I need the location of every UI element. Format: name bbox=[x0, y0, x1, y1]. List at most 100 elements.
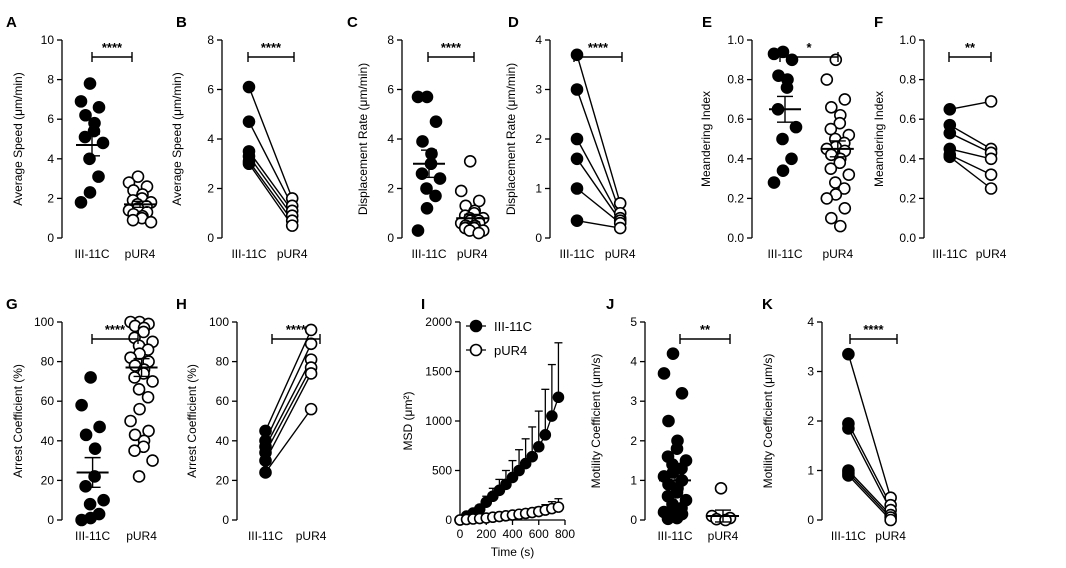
data-point bbox=[675, 386, 689, 400]
data-point-iii11c bbox=[242, 80, 256, 94]
data-point-pur4 bbox=[285, 219, 299, 232]
data-point bbox=[539, 429, 552, 441]
y-tick-label: 4 bbox=[47, 152, 54, 166]
y-tick-label: 80 bbox=[41, 355, 55, 369]
y-tick-label: 2 bbox=[535, 132, 542, 146]
pair-line bbox=[949, 156, 992, 190]
significance-label: **** bbox=[102, 40, 123, 55]
y-axis-label: Motility Coefficient (μm/s) bbox=[589, 354, 603, 489]
y-tick-label: 1.0 bbox=[899, 33, 916, 47]
data-point bbox=[829, 53, 843, 67]
panel-letter: D bbox=[508, 14, 519, 31]
y-axis-label: Arrest Coefficient (%) bbox=[11, 364, 25, 478]
data-point bbox=[833, 116, 847, 130]
group-III-11C bbox=[767, 45, 803, 189]
y-tick-label: 4 bbox=[807, 315, 814, 329]
group-III-11C bbox=[657, 347, 693, 526]
data-point bbox=[131, 170, 145, 183]
data-point bbox=[78, 130, 92, 144]
panel-letter: F bbox=[874, 14, 883, 31]
x-category-label: III-11C bbox=[248, 529, 283, 543]
y-tick-label: 0 bbox=[445, 513, 452, 527]
panel-letter: I bbox=[421, 296, 425, 313]
data-point bbox=[472, 226, 486, 240]
data-point bbox=[83, 77, 97, 90]
data-point bbox=[126, 213, 140, 227]
x-category-label: pUR4 bbox=[708, 529, 739, 543]
x-category-label: pUR4 bbox=[875, 529, 906, 543]
group-pUR4 bbox=[454, 154, 490, 240]
paired-data bbox=[842, 347, 897, 527]
pair-line bbox=[847, 423, 892, 506]
panel-k: K 0 1 2 3 4 Motility Coefficient (μm/s) III-11C… bbox=[761, 296, 906, 543]
x-category-label: pUR4 bbox=[605, 247, 636, 261]
data-point bbox=[519, 457, 532, 470]
y-tick-label: 0.0 bbox=[899, 231, 916, 245]
x-category-label: III-11C bbox=[231, 247, 266, 261]
data-point bbox=[837, 182, 851, 195]
panel-f: F 0.0 0.2 0.4 0.6 0.8 1.0 Meandering Index III-1… bbox=[872, 14, 1007, 261]
data-point bbox=[670, 442, 684, 456]
legend-marker bbox=[469, 343, 483, 357]
data-point bbox=[75, 398, 88, 412]
y-tick-label: 8 bbox=[387, 33, 394, 47]
data-point bbox=[767, 47, 781, 61]
x-tick-label: 0 bbox=[457, 527, 464, 541]
group-pUR4 bbox=[705, 482, 739, 527]
y-tick-label: 2 bbox=[630, 434, 637, 448]
data-point bbox=[666, 347, 680, 360]
data-point bbox=[416, 135, 429, 148]
x-category-label: III-11C bbox=[657, 529, 692, 543]
legend-marker bbox=[469, 319, 483, 333]
data-point-pur4 bbox=[304, 323, 318, 337]
data-point bbox=[132, 470, 146, 483]
paired-data bbox=[242, 80, 299, 232]
y-tick-label: 0 bbox=[47, 231, 54, 245]
pair-line bbox=[248, 160, 293, 222]
pair-line bbox=[264, 408, 312, 473]
y-tick-label: 2 bbox=[387, 182, 394, 196]
y-tick-label: 0.8 bbox=[899, 73, 916, 87]
data-point-pur4 bbox=[304, 402, 318, 416]
y-tick-label: 20 bbox=[41, 473, 55, 487]
y-tick-label: 3 bbox=[630, 394, 637, 408]
y-tick-label: 0.2 bbox=[899, 191, 916, 205]
x-category-label: pUR4 bbox=[125, 247, 156, 261]
data-point bbox=[97, 493, 110, 507]
panel-j: J 0 1 2 3 4 5 Motility Coefficient (μm/s) III-11… bbox=[589, 296, 739, 543]
y-tick-label: 6 bbox=[387, 83, 394, 97]
pair-line bbox=[847, 474, 892, 521]
y-tick-label: 4 bbox=[630, 355, 637, 369]
data-point-iii11c bbox=[570, 83, 584, 96]
paired-data bbox=[570, 48, 627, 235]
pair-line bbox=[576, 158, 621, 222]
data-point bbox=[546, 410, 558, 422]
y-tick-label: 0 bbox=[222, 513, 229, 527]
data-point bbox=[500, 478, 512, 491]
pair-line bbox=[264, 359, 312, 448]
pair-line bbox=[949, 148, 992, 160]
data-point-pur4 bbox=[984, 95, 998, 108]
panel-i: I 0 500 1000 1500 2000 MSD (μm²) 0 200 400 600 800 T… bbox=[401, 296, 575, 559]
data-point-iii11c bbox=[943, 150, 957, 164]
data-point-iii11c bbox=[842, 347, 855, 361]
pair-line bbox=[248, 86, 293, 199]
data-point bbox=[506, 471, 519, 484]
panel-h: H 0 20 40 60 80 100 Arrest Coefficient (%) III-1… bbox=[176, 296, 327, 543]
significance-label: **** bbox=[441, 40, 462, 55]
data-point-iii11c bbox=[242, 115, 256, 128]
y-axis-label: Displacement Rate (μm/min) bbox=[504, 63, 518, 215]
paired-data bbox=[943, 95, 998, 195]
data-point bbox=[433, 172, 447, 185]
y-tick-label: 4 bbox=[535, 33, 542, 47]
data-point bbox=[429, 115, 443, 128]
data-point bbox=[144, 215, 158, 229]
pair-line bbox=[248, 163, 293, 227]
y-tick-label: 1.0 bbox=[727, 33, 744, 47]
data-point bbox=[83, 152, 96, 166]
y-tick-label: 4 bbox=[387, 132, 394, 146]
panel-letter: C bbox=[347, 14, 358, 31]
y-tick-label: 80 bbox=[216, 355, 230, 369]
significance-label: **** bbox=[863, 322, 884, 337]
